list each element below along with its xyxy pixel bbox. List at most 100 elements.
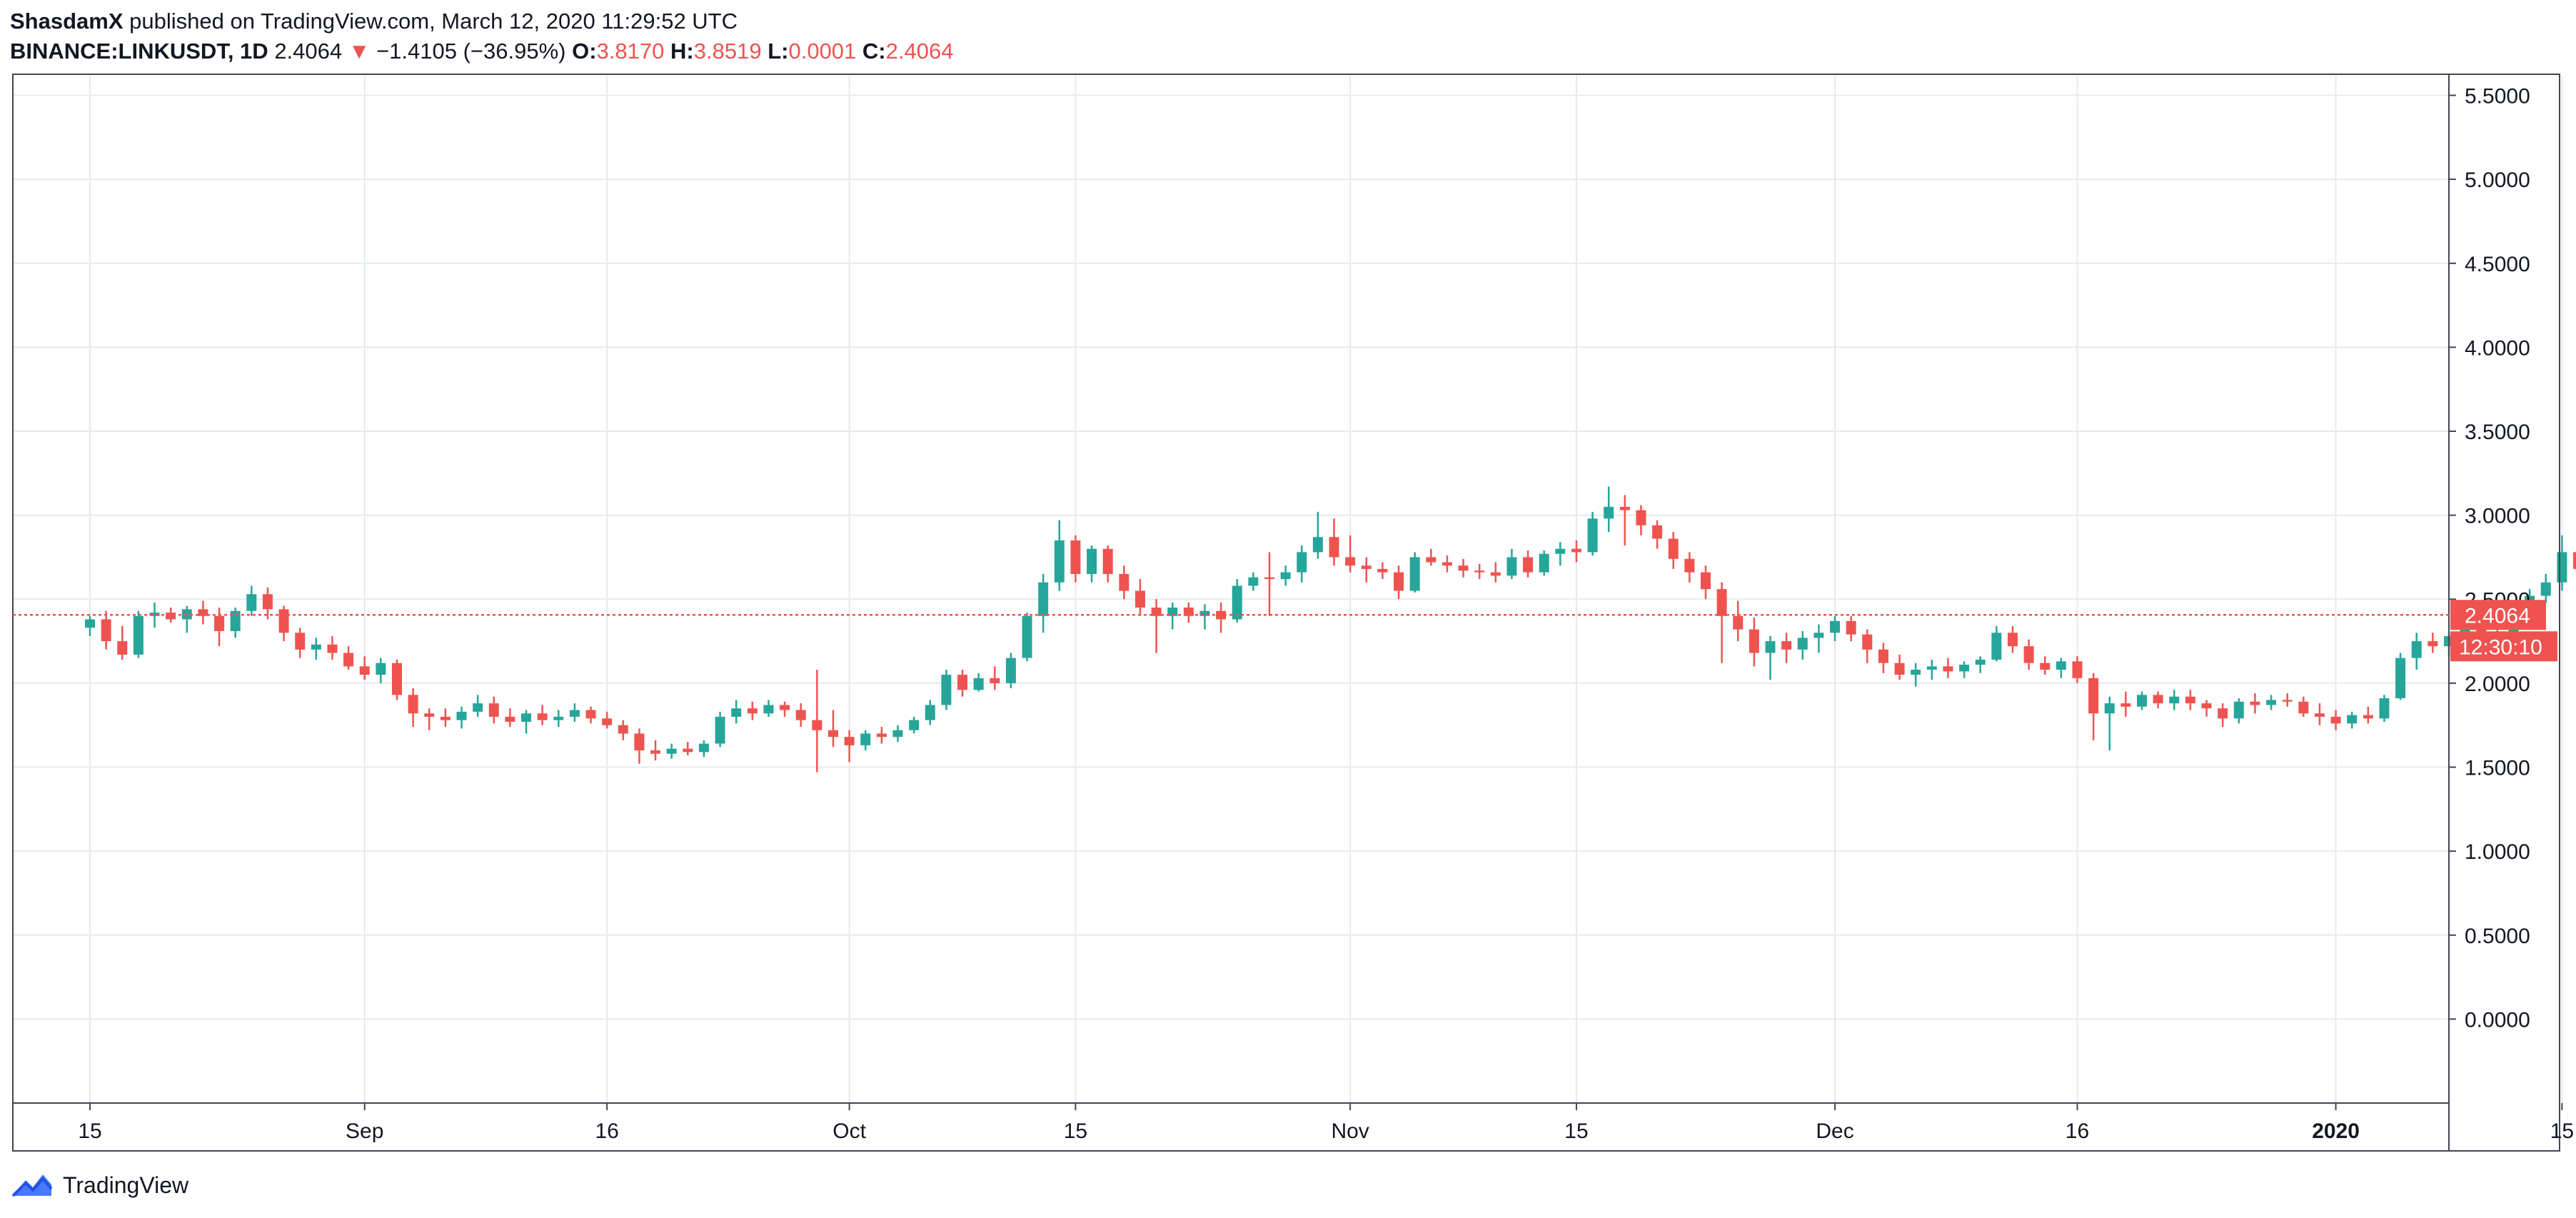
candle-body [812, 720, 822, 730]
candle-body [246, 594, 257, 611]
candle [1361, 557, 1372, 583]
candle [2557, 535, 2567, 591]
footer-brand[interactable]: TradingView [10, 1169, 188, 1201]
candle [1345, 535, 1356, 573]
candle [1813, 624, 1824, 653]
x-tick-label: 2020 [2312, 1119, 2360, 1143]
candle-body [1199, 610, 1210, 616]
candle-body [473, 703, 483, 712]
open-label: O: [572, 39, 597, 64]
candle [1959, 661, 1970, 678]
candle [698, 740, 709, 758]
high-label: H: [670, 39, 694, 64]
candle-body [747, 708, 758, 714]
candle-body [827, 730, 838, 738]
candle-body [424, 713, 435, 717]
candle [1216, 602, 1227, 633]
tradingview-logo-icon [11, 1174, 53, 1197]
candle-body [2266, 700, 2277, 705]
candle [2023, 639, 2034, 670]
author-name[interactable]: ShasdamX [10, 9, 124, 34]
candle [2056, 658, 2066, 678]
candle-body [1458, 565, 1469, 571]
candle [133, 610, 144, 658]
candle-body [376, 663, 386, 675]
candle-body [618, 725, 628, 734]
candle-body [456, 711, 467, 720]
x-tick-label: Oct [832, 1119, 866, 1143]
candle-body [1991, 633, 2002, 660]
candle [1619, 495, 1630, 545]
candle [618, 720, 628, 740]
candle [2137, 691, 2148, 710]
candle-body [2379, 698, 2390, 719]
candle-body [1926, 666, 1937, 670]
candle [1975, 656, 1986, 673]
candle [763, 700, 774, 717]
candle [715, 711, 725, 748]
time-axis[interactable]: 15Sep16Oct15Nov15Dec16202015Feb15Mar16 [78, 1103, 2576, 1143]
ohlc-legend: BINANCE:LINKUSDT, 1D 2.4064 ▼ −1.4105 (−… [10, 37, 953, 66]
candle-body [262, 594, 273, 610]
candle [149, 602, 160, 628]
candle-body [2330, 716, 2341, 724]
candle-body [2056, 661, 2066, 670]
candle [1022, 613, 1032, 662]
chart-frame [12, 74, 2560, 1152]
candle [2330, 710, 2341, 730]
candle-body [505, 716, 515, 722]
candle [1151, 599, 1162, 653]
candle [456, 706, 467, 729]
candle-body [1005, 658, 1016, 683]
candle-body [1975, 659, 1986, 665]
candle-body [2250, 701, 2260, 705]
candle-body [1846, 620, 1856, 635]
price-markers: 2.4064 12:30:10 [13, 600, 2557, 662]
candle [747, 701, 758, 720]
candle-body [2104, 703, 2115, 714]
candle [2282, 693, 2293, 707]
candle-body [1636, 510, 1646, 525]
x-tick-label: Sep [346, 1119, 383, 1143]
candle [1442, 555, 1452, 573]
candle [1394, 565, 1404, 600]
candle-body [198, 609, 208, 616]
candle-body [1506, 557, 1517, 576]
candle-body [2072, 661, 2083, 678]
candle [602, 711, 613, 729]
candle [1911, 663, 1921, 687]
close-value: 2.4064 [885, 39, 954, 64]
candle [1119, 565, 1129, 600]
price-axis[interactable]: 5.50005.00004.50004.00003.50003.00002.50… [2449, 85, 2530, 1032]
candle [1797, 630, 1808, 660]
candle [2363, 706, 2373, 724]
y-tick-label: 1.5000 [2465, 757, 2530, 780]
countdown-badge [2450, 631, 2557, 662]
candle-body [1684, 558, 1695, 573]
candle-body [1523, 557, 1534, 573]
candle-body [973, 678, 984, 690]
candle-body [666, 748, 677, 754]
candle-body [2557, 552, 2567, 583]
candle [941, 670, 952, 710]
candle [1409, 552, 1420, 593]
candle-body [795, 710, 806, 720]
candle [1604, 486, 1614, 533]
candle [2411, 633, 2422, 670]
published-text: published on TradingView.com, March 12, … [129, 9, 738, 34]
candle [1280, 565, 1291, 586]
candle [2201, 700, 2212, 717]
candle [2218, 703, 2228, 728]
candle [683, 742, 693, 756]
open-value: 3.8170 [596, 39, 665, 64]
candle [2250, 693, 2260, 714]
candle-body [1490, 572, 1501, 576]
candle-body [1749, 629, 1759, 653]
x-tick-label: 16 [595, 1119, 618, 1143]
candles[interactable] [85, 183, 2576, 1020]
candle [1781, 633, 1792, 663]
candle [1183, 602, 1194, 623]
candle-body [585, 710, 596, 719]
candle [198, 600, 208, 625]
